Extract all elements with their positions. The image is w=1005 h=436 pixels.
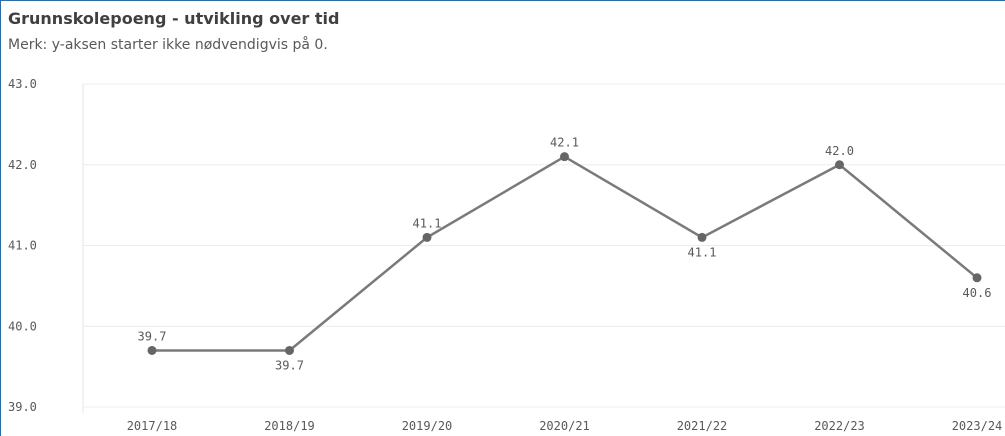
value-label: 40.6 (963, 286, 992, 300)
y-tick-label: 42.0 (8, 158, 37, 172)
x-tick-label: 2022/23 (814, 419, 865, 433)
value-label: 39.7 (275, 358, 304, 372)
chart-subtitle: Merk: y-aksen starter ikke nødvendigvis … (8, 36, 328, 53)
value-label: 42.1 (550, 136, 579, 150)
chart-title: Grunnskolepoeng - utvikling over tid (8, 9, 339, 28)
x-tick-label: 2020/21 (539, 419, 590, 433)
point (972, 273, 982, 283)
y-tick-label: 39.0 (8, 400, 37, 414)
value-label: 41.1 (413, 216, 442, 230)
y-tick-label: 40.0 (8, 319, 37, 333)
point (147, 345, 157, 355)
point (285, 345, 294, 355)
y-tick-label: 43.0 (8, 77, 37, 91)
x-tick-label: 2018/19 (264, 419, 315, 433)
y-tick-label: 41.0 (8, 239, 37, 253)
point (560, 152, 569, 162)
point (697, 232, 707, 242)
x-tick-label: 2023/24 (952, 419, 1003, 433)
point (835, 160, 844, 170)
value-label: 42.0 (825, 144, 854, 158)
point (422, 232, 432, 242)
x-tick-label: 2019/20 (402, 419, 453, 433)
value-label: 41.1 (688, 245, 717, 259)
value-label: 39.7 (138, 329, 167, 343)
x-tick-label: 2021/22 (677, 419, 728, 433)
x-tick-label: 2017/18 (127, 419, 178, 433)
